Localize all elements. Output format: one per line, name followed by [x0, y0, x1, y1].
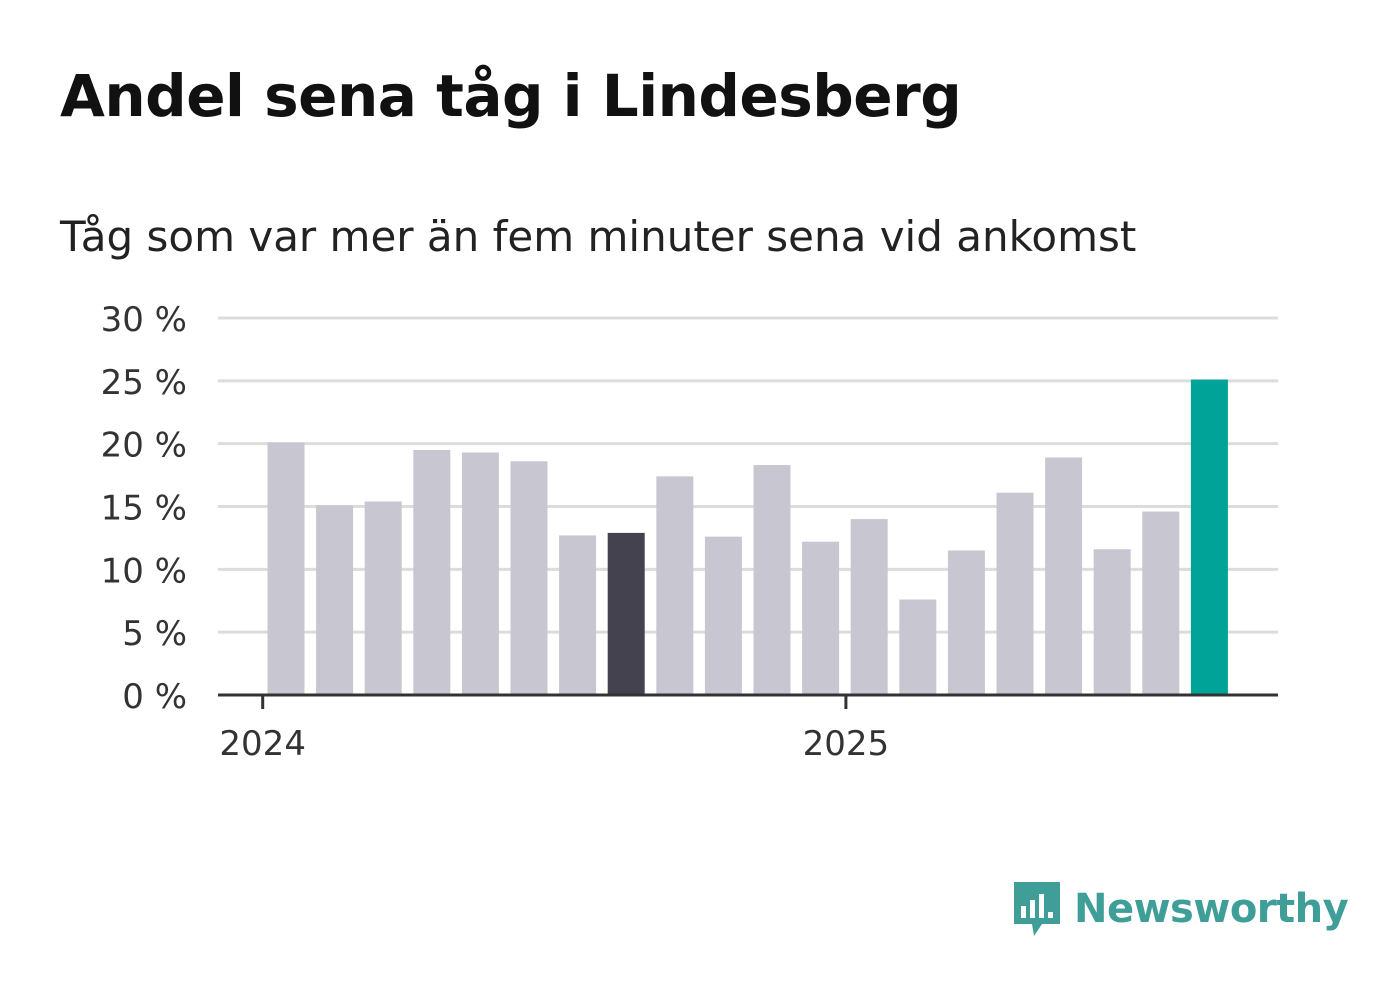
x-tick-label: 2025: [803, 724, 890, 764]
bar-2025-06: [1093, 549, 1131, 695]
x-tick-label: 2024: [219, 724, 306, 764]
bar-2024-11: [753, 465, 791, 695]
y-tick-label: 5 %: [122, 614, 187, 654]
y-tick-label: 15 %: [101, 489, 187, 529]
bar-2025-08: [1190, 379, 1228, 695]
chart-subtitle: Tåg som var mer än fem minuter sena vid …: [60, 212, 1137, 261]
bar-2024-10: [704, 536, 742, 695]
bar-2024-06: [510, 461, 548, 695]
newsworthy-logo-icon: [1014, 882, 1060, 936]
bars: [267, 379, 1228, 695]
bar-2024-09: [656, 476, 694, 695]
bar-2025-01: [850, 519, 888, 695]
brand-name: Newsworthy: [1074, 886, 1349, 932]
chart-title: Andel sena tåg i Lindesberg: [60, 62, 962, 130]
x-axis: 2024 2025: [218, 693, 1278, 764]
newsworthy-logo: Newsworthy: [1010, 878, 1349, 940]
bar-2025-03: [947, 550, 985, 695]
y-tick-label: 0 %: [122, 677, 187, 717]
y-tick-label: 20 %: [101, 426, 187, 466]
y-tick-label: 10 %: [101, 551, 187, 591]
bar-2024-02: [316, 505, 354, 695]
bar-2024-12: [802, 541, 840, 695]
bar-2025-07: [1142, 511, 1180, 695]
y-tick-label: 30 %: [101, 300, 187, 340]
bar-2025-04: [996, 492, 1034, 695]
y-tick-label: 25 %: [101, 363, 187, 403]
bar-2024-03: [364, 501, 402, 695]
bar-2024-08: [607, 532, 645, 695]
bar-2025-05: [1045, 457, 1083, 695]
bar-2024-04: [413, 449, 451, 695]
bar-2024-01: [267, 442, 305, 695]
y-axis-labels: 0 % 5 % 10 % 15 % 20 % 25 % 30 %: [101, 300, 187, 717]
bar-2024-07: [559, 535, 597, 695]
bar-2024-05: [461, 452, 499, 695]
bar-2025-02: [899, 599, 937, 695]
